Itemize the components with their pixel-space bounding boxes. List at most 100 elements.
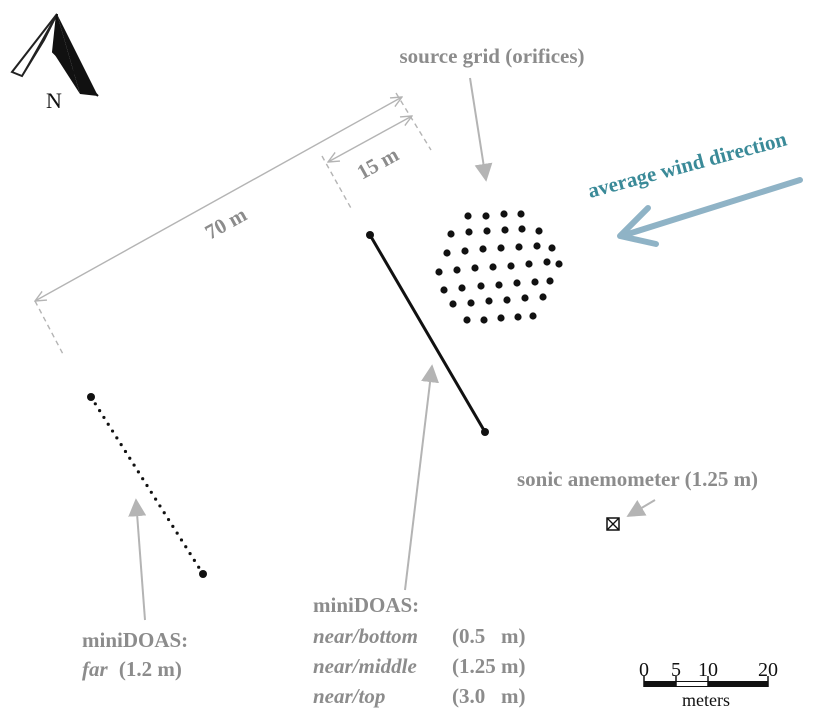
orifice-dot	[485, 297, 493, 305]
far-path-dot	[132, 463, 136, 467]
far-path-dot	[154, 497, 158, 501]
scale-unit-label: meters	[682, 690, 730, 710]
scale-tick-label: 20	[758, 659, 778, 681]
far-title: miniDOAS:	[82, 628, 188, 652]
far-path-dot	[158, 504, 162, 508]
orifice-dot	[546, 277, 554, 285]
far-path-dot	[197, 565, 201, 569]
far-path-dot	[102, 415, 106, 420]
far-path-dot	[136, 470, 140, 474]
near-row-name: near/top	[313, 684, 385, 708]
orifice-dot	[471, 264, 479, 272]
orifice-dot	[453, 266, 461, 274]
far-path-dot	[188, 551, 192, 556]
orifice-dot	[529, 312, 537, 320]
dimension-15m-label: 15 m	[353, 142, 403, 184]
far-path-dot	[179, 538, 184, 542]
north-label: N	[46, 88, 62, 113]
scale-tick-label: 0	[639, 659, 649, 681]
orifice-dot	[480, 316, 488, 324]
source-grid-pointer	[469, 77, 493, 182]
far-path-dot	[110, 429, 115, 433]
boxed-x-icon	[606, 517, 620, 531]
near-minidoas-pointer	[404, 364, 439, 591]
far-path-dot	[123, 449, 128, 454]
orifice-dot	[518, 225, 526, 233]
orifice-dot	[501, 226, 509, 234]
far-minidoas-pointer	[128, 498, 147, 621]
far-path-dot	[192, 558, 196, 562]
orifice-dot	[543, 258, 551, 266]
orifice-dot	[548, 244, 556, 252]
orifice-dot	[497, 244, 505, 252]
orifice-dot	[500, 210, 508, 218]
orifice-dot	[555, 260, 563, 268]
far-path-dot	[141, 477, 145, 481]
far-path-dot	[128, 456, 132, 460]
orifice-dot	[531, 278, 539, 286]
orifice-dot	[479, 245, 487, 253]
far-path-dot	[166, 517, 171, 522]
orifice-dot	[482, 212, 490, 220]
far-path-dot	[184, 545, 188, 549]
far-path-dot	[162, 511, 166, 515]
orifice-dot	[435, 268, 443, 276]
orifice-dot	[514, 313, 522, 321]
far-caption: far (1.2 m)	[82, 657, 182, 681]
orifice-dot	[477, 282, 485, 290]
near-row-name: near/bottom	[313, 624, 418, 648]
far-path-dot	[171, 524, 175, 528]
far-path-dot	[145, 483, 149, 488]
orifice-dot	[443, 249, 451, 257]
orifice-dot	[464, 212, 472, 220]
orifice-dot	[483, 227, 491, 235]
orifice-dot	[465, 228, 473, 236]
sonic-anemometer-pointer	[626, 499, 656, 517]
orifice-dot	[461, 247, 469, 255]
orifice-dot	[495, 281, 503, 289]
dimension-70m-label: 70 m	[201, 202, 251, 244]
orifice-dot	[515, 243, 523, 251]
scale-tick-label: 5	[671, 659, 681, 681]
orifice-dot	[440, 286, 448, 294]
orifice-dot	[535, 227, 543, 235]
far-minidoas-path	[87, 393, 207, 578]
orifice-dot	[525, 260, 533, 268]
scale-bar	[643, 676, 769, 687]
orifice-dot	[467, 299, 475, 307]
near-row-name: near/middle	[313, 654, 417, 678]
orifice-dot	[533, 242, 541, 250]
far-path-dot	[175, 531, 179, 535]
far-path-dot	[119, 443, 123, 447]
orifice-dot	[449, 300, 457, 308]
orifice-dot	[447, 230, 455, 238]
far-path-dot	[106, 422, 110, 426]
sonic-anemometer-label: sonic anemometer (1.25 m)	[517, 467, 758, 491]
wind-arrow-icon	[617, 177, 803, 247]
far-path-dot	[93, 402, 97, 406]
far-path-dot	[115, 436, 119, 440]
near-title: miniDOAS:	[313, 593, 419, 617]
orifice-dot	[458, 284, 466, 292]
far-path-dot	[149, 490, 153, 494]
orifice-dot	[521, 294, 529, 302]
orifice-dot	[503, 296, 511, 304]
scale-tick-label: 10	[698, 659, 718, 681]
far-name: far	[82, 657, 108, 681]
orifice-dot	[539, 293, 547, 301]
far-height: (1.2 m)	[119, 657, 182, 681]
orifice-dot	[463, 316, 471, 324]
orifice-dot	[489, 263, 497, 271]
orifice-dot	[513, 279, 521, 287]
near-minidoas-path	[366, 231, 489, 436]
source-grid-label: source grid (orifices)	[399, 44, 584, 68]
north-arrow-icon	[10, 13, 99, 97]
orifice-dot	[497, 314, 505, 322]
near-row-height: (1.25 m)	[452, 654, 525, 678]
far-path-dot	[98, 409, 102, 413]
near-row-height: (3.0 m)	[452, 684, 525, 708]
near-row-height: (0.5 m)	[452, 624, 525, 648]
orifice-dot	[507, 262, 515, 270]
